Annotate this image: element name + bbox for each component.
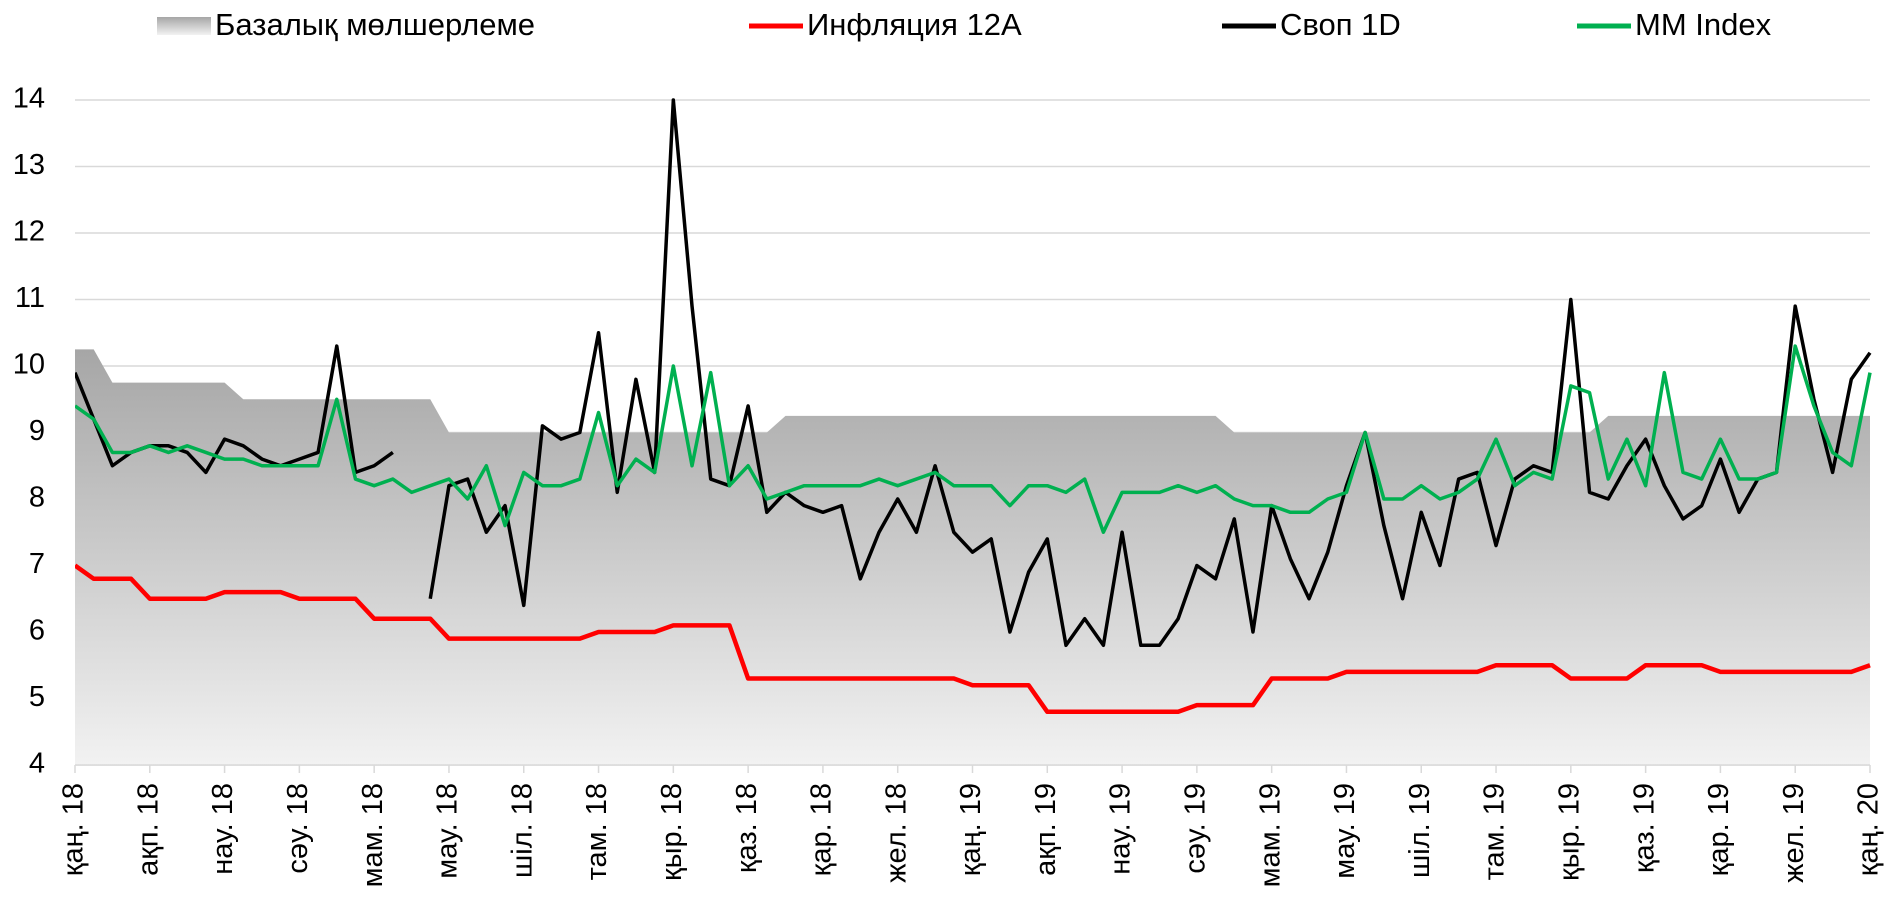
x-tick-label: нау. 19 [1105, 783, 1137, 875]
line-series [75, 344, 1872, 534]
y-tick-label: 14 [13, 83, 45, 115]
x-tick-label: ақп. 19 [1030, 783, 1062, 876]
y-tick-label: 4 [29, 748, 45, 780]
x-tick-label: қар. 19 [1703, 783, 1735, 876]
x-tick-label: жел. 19 [1778, 783, 1810, 883]
legend-swatch [157, 17, 211, 35]
x-tick-label: қаң. 18 [58, 783, 90, 876]
x-tick-label: мам. 19 [1254, 783, 1286, 887]
x-tick-label: жел. 18 [880, 783, 912, 883]
x-tick-label: мау. 18 [432, 783, 464, 879]
x-tick-label: қыр. 18 [656, 783, 688, 881]
x-tick-label: мау. 19 [1329, 783, 1361, 879]
axes: 4 5 6 7 8 9 10 11 12 13 14 қаң. 18 ақп. 18 нау. 18 сәу… [13, 83, 1885, 888]
line-series [75, 563, 1871, 715]
y-tick-label: 13 [13, 149, 45, 181]
x-tick-label: қыр. 19 [1553, 783, 1585, 881]
x-tick-label: қаң. 19 [955, 783, 987, 876]
y-tick-label: 9 [29, 415, 45, 447]
x-tick-label: қаң. 20 [1853, 783, 1885, 876]
y-tick-label: 8 [29, 482, 45, 514]
x-tick-label: шіл. 19 [1404, 783, 1436, 878]
y-tick-label: 11 [15, 282, 45, 314]
x-tick-label: нау. 18 [207, 783, 239, 875]
x-tick-label: там. 18 [581, 783, 613, 880]
y-tick-label: 5 [29, 681, 45, 713]
legend-label: Базалық мөлшерлеме [215, 7, 535, 42]
x-tick-label: қар. 18 [806, 783, 838, 876]
x-tick-label: мам. 18 [357, 783, 389, 887]
y-tick-label: 10 [13, 349, 45, 381]
x-tick-label: қаз. 18 [731, 783, 763, 873]
y-tick-label: 12 [13, 216, 45, 248]
x-tick-label: қаз. 19 [1628, 783, 1660, 873]
legend-label: MM Index [1635, 7, 1772, 42]
x-tick-label: ақп. 18 [132, 783, 164, 876]
y-tick-label: 6 [29, 615, 45, 647]
legend: Базалық мөлшерлеме Инфляция 12А Своп 1D MM … [157, 7, 1772, 42]
area-layer [75, 349, 1870, 765]
x-tick-label: сәу. 19 [1180, 783, 1212, 874]
x-tick-label: шіл. 18 [506, 783, 538, 878]
legend-label: Инфляция 12А [807, 7, 1022, 42]
area-series [75, 349, 1870, 765]
x-tick-label: там. 19 [1479, 783, 1511, 880]
line-layer [75, 98, 1872, 715]
legend-label: Своп 1D [1280, 7, 1401, 42]
line-series [75, 98, 1872, 648]
x-tick-label: сәу. 18 [282, 783, 314, 874]
y-tick-label: 7 [29, 548, 45, 580]
